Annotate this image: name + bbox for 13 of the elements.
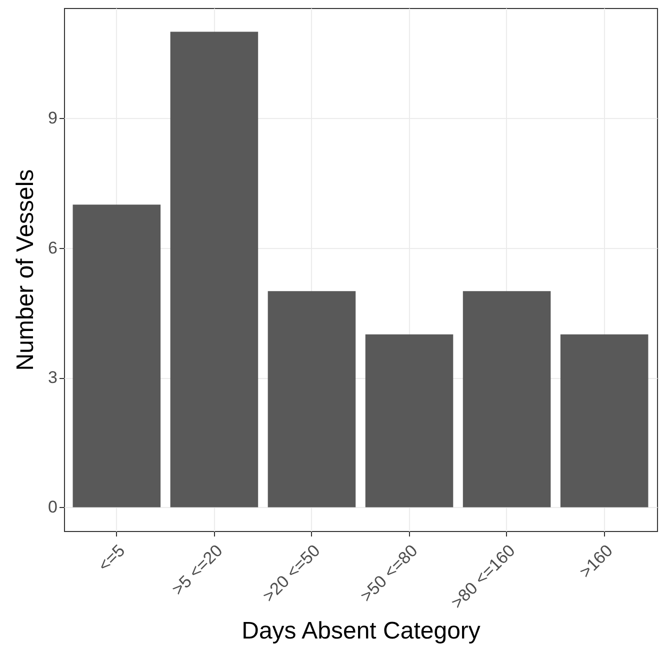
x-tick-label: <=5 (94, 541, 129, 576)
y-tick-label: 3 (48, 368, 58, 388)
bar (462, 291, 551, 508)
bar (170, 32, 258, 508)
y-tick-label: 6 (48, 238, 58, 258)
x-axis-title: Days Absent Category (242, 618, 480, 645)
y-tick-label: 9 (48, 108, 58, 128)
y-axis-title: Number of Vessels (12, 169, 40, 371)
bar (365, 334, 454, 508)
bar (560, 334, 648, 508)
bar (268, 291, 356, 508)
bar (72, 204, 161, 508)
y-tick-label: 0 (48, 498, 58, 517)
